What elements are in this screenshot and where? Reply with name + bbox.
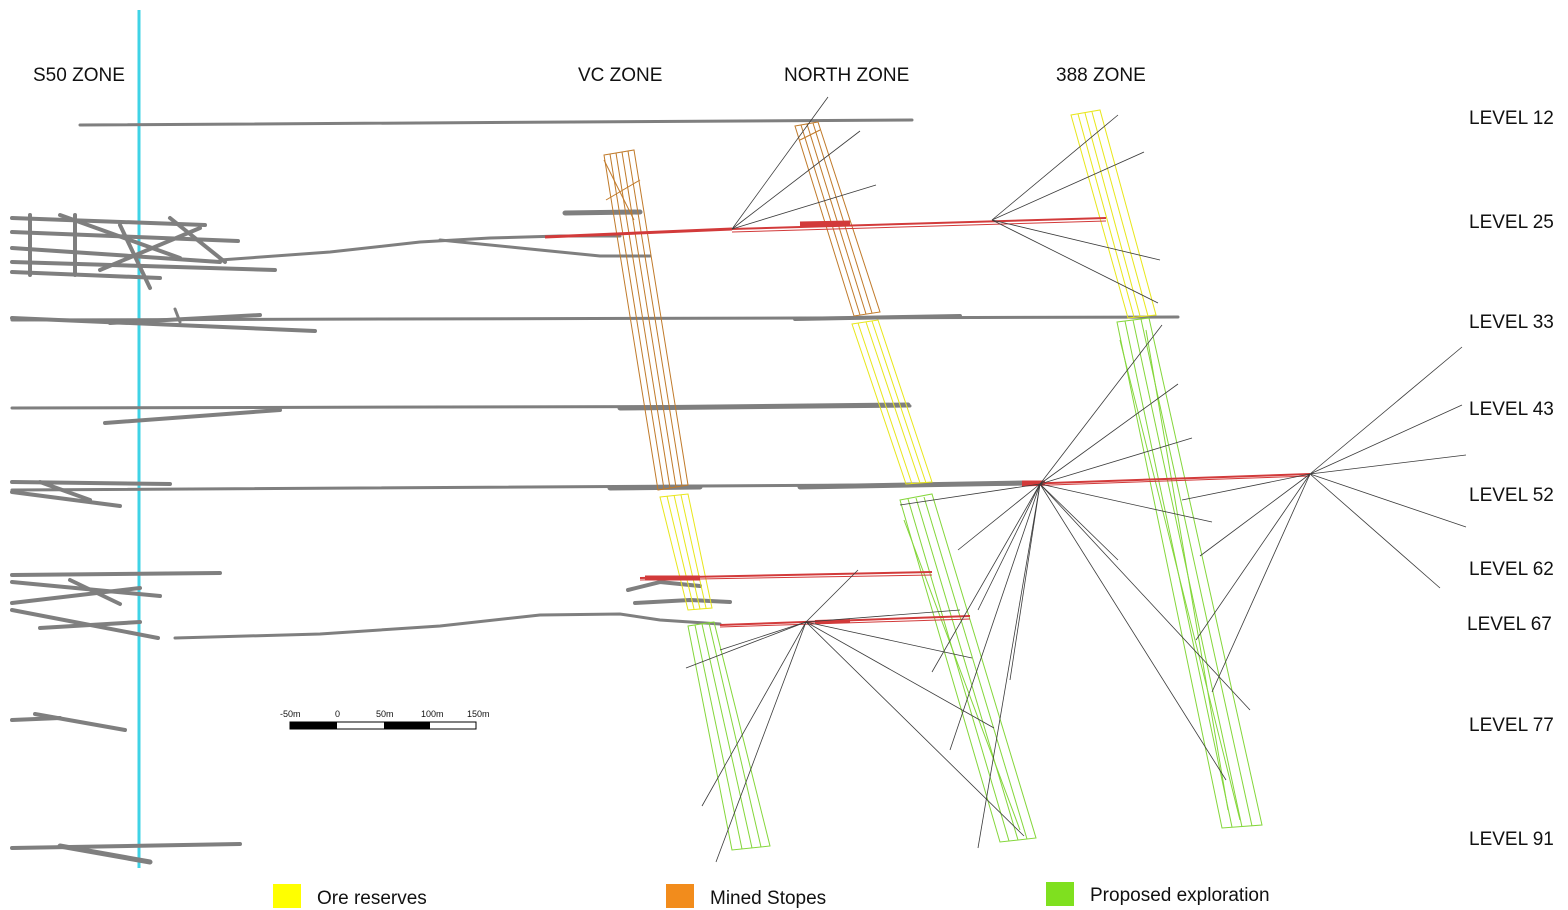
legend-swatch-mined-stopes: [666, 884, 694, 908]
mined-stopes: [603, 121, 881, 491]
scale-tick-label: -50m: [280, 709, 301, 719]
level-label-91: LEVEL 91: [1469, 829, 1554, 850]
scale-tick-label: 50m: [376, 709, 394, 719]
scale-tick-label: 150m: [467, 709, 490, 719]
level-labels: LEVEL 12 LEVEL 25 LEVEL 33 LEVEL 43 LEVE…: [1467, 108, 1554, 850]
legend-swatch-ore-reserves: [273, 884, 301, 908]
zone-label-north: NORTH ZONE: [784, 65, 909, 86]
scale-bar-segment: [290, 722, 337, 729]
level-label-12: LEVEL 12: [1469, 108, 1554, 129]
zone-label-s50: S50 ZONE: [33, 65, 125, 86]
zone-labels: S50 ZONE VC ZONE NORTH ZONE 388 ZONE: [33, 65, 1146, 86]
legend-item-proposed-exploration: Proposed exploration: [1046, 882, 1270, 906]
level-label-77: LEVEL 77: [1469, 715, 1554, 736]
scale-bar: -50m 0 50m 100m 150m: [280, 709, 490, 730]
legend: Ore reserves Mined Stopes Proposed explo…: [273, 882, 1270, 909]
ore-reserves: [659, 109, 1157, 611]
level-drifts: [10, 118, 1180, 865]
scale-tick-label: 100m: [421, 709, 444, 719]
scale-bar-segment: [384, 722, 430, 729]
level-label-62: LEVEL 62: [1469, 559, 1554, 580]
level-label-67: LEVEL 67: [1467, 614, 1552, 635]
legend-item-mined-stopes: Mined Stopes: [666, 884, 826, 909]
legend-label-proposed-exploration: Proposed exploration: [1090, 885, 1270, 906]
scale-tick-label: 0: [335, 709, 340, 719]
legend-swatch-proposed-exploration: [1046, 882, 1074, 906]
drill-hole-fans: [685, 96, 1467, 863]
legend-item-ore-reserves: Ore reserves: [273, 884, 427, 909]
level-label-33: LEVEL 33: [1469, 312, 1554, 333]
level-label-52: LEVEL 52: [1469, 485, 1554, 506]
proposed-exploration: [687, 317, 1263, 851]
legend-label-ore-reserves: Ore reserves: [317, 888, 427, 909]
legend-label-mined-stopes: Mined Stopes: [710, 888, 826, 909]
level-label-25: LEVEL 25: [1469, 212, 1554, 233]
zone-label-388: 388 ZONE: [1056, 65, 1146, 86]
level-label-43: LEVEL 43: [1469, 399, 1554, 420]
zone-label-vc: VC ZONE: [578, 65, 662, 86]
